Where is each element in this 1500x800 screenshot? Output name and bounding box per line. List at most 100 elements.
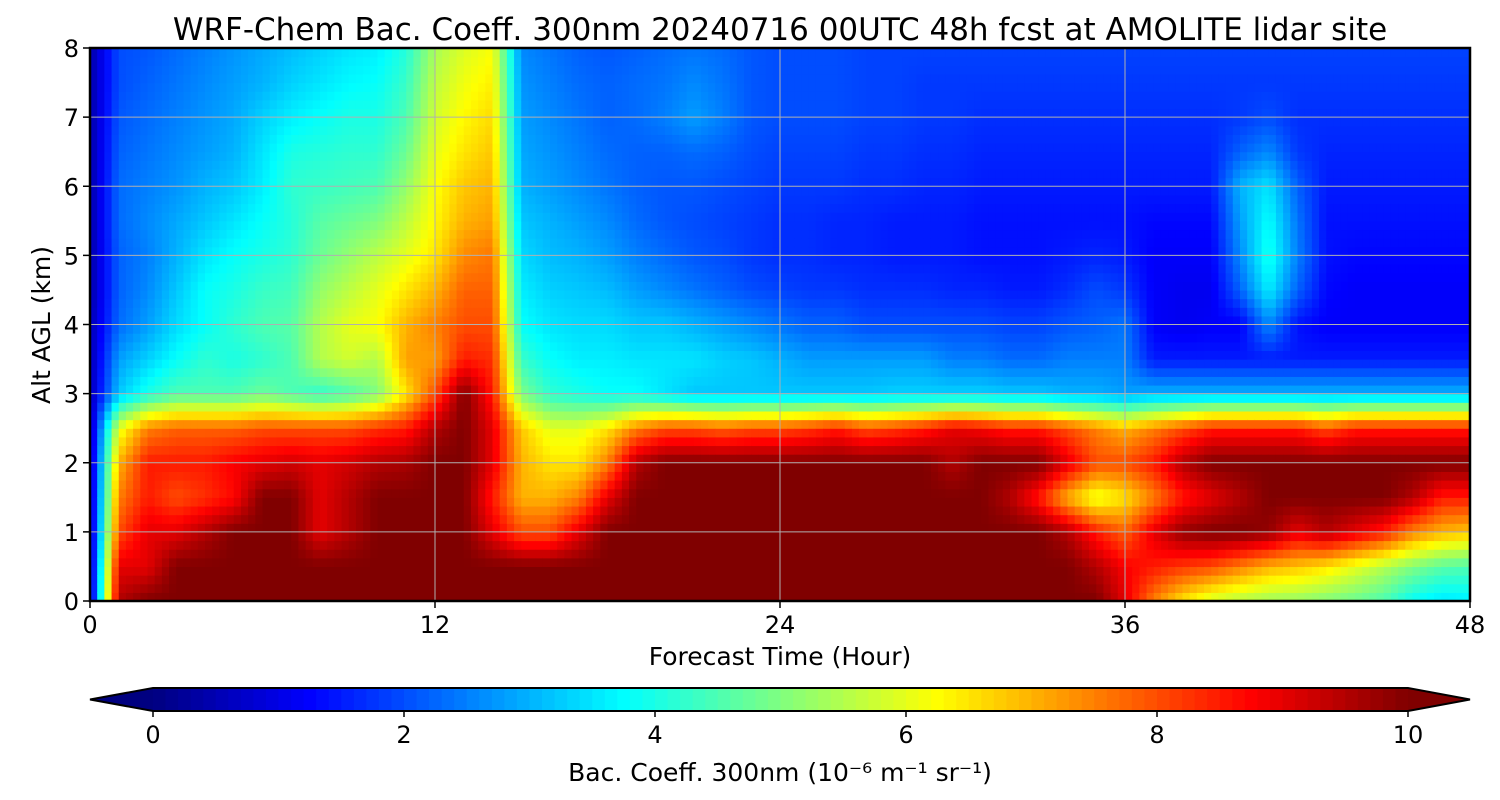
heatmap-cell: [327, 99, 335, 110]
heatmap-cell: [284, 410, 292, 421]
heatmap-cell: [140, 264, 149, 274]
heatmap-cell: [542, 99, 551, 110]
heatmap-cell: [269, 125, 278, 136]
heatmap-cell: [90, 56, 98, 66]
heatmap-cell: [226, 307, 235, 317]
heatmap-cell: [370, 307, 379, 317]
heatmap-cell: [621, 307, 630, 317]
heatmap-cell: [197, 117, 206, 127]
heatmap-cell: [312, 194, 321, 205]
heatmap-cell: [111, 315, 120, 326]
heatmap-cell: [478, 497, 486, 507]
heatmap-cell: [341, 220, 350, 231]
heatmap-cell: [312, 238, 321, 248]
heatmap-cell: [528, 359, 537, 369]
heatmap-cell: [521, 255, 530, 265]
heatmap-cell: [190, 419, 199, 429]
heatmap-cell: [621, 462, 630, 472]
heatmap-cell: [334, 108, 343, 118]
heatmap-cell: [377, 566, 386, 576]
heatmap-cell: [370, 436, 379, 447]
heatmap-cell: [377, 462, 386, 472]
heatmap-cell: [607, 255, 616, 265]
heatmap-cell: [305, 289, 314, 300]
heatmap-cell: [470, 488, 479, 498]
heatmap-cell: [514, 307, 522, 317]
heatmap-cell: [205, 583, 213, 593]
heatmap-cell: [305, 480, 314, 490]
heatmap-cell: [528, 48, 537, 58]
heatmap-cell: [470, 376, 479, 386]
heatmap-cell: [578, 229, 587, 239]
heatmap-cell: [614, 592, 623, 601]
heatmap-cell: [384, 471, 393, 481]
heatmap-cell: [521, 194, 530, 205]
heatmap-cell: [463, 315, 472, 326]
heatmap-cell: [585, 177, 594, 187]
heatmap-cell: [478, 445, 486, 455]
heatmap-cell: [161, 557, 170, 568]
heatmap-cell: [578, 151, 587, 161]
heatmap-cell: [125, 203, 134, 213]
heatmap-cell: [485, 99, 494, 110]
heatmap-cell: [550, 367, 558, 377]
heatmap-cell: [499, 307, 508, 317]
heatmap-cell: [506, 168, 515, 179]
heatmap-cell: [643, 315, 652, 326]
heatmap-cell: [169, 281, 177, 291]
heatmap-cell: [269, 99, 278, 110]
heatmap-cell: [320, 168, 328, 179]
heatmap-cell: [226, 125, 235, 136]
heatmap-cell: [176, 117, 185, 127]
heatmap-cell: [370, 514, 379, 524]
heatmap-cell: [248, 255, 256, 265]
heatmap-cell: [485, 531, 494, 542]
heatmap-cell: [435, 108, 443, 118]
heatmap-cell: [399, 56, 407, 66]
heatmap-cell: [111, 359, 120, 369]
heatmap-cell: [456, 272, 465, 282]
heatmap-cell: [550, 186, 558, 196]
heatmap-cell: [298, 376, 307, 386]
heatmap-cell: [133, 264, 141, 274]
heatmap-cell: [600, 575, 609, 585]
heatmap-cell: [470, 505, 479, 516]
heatmap-cell: [593, 91, 601, 101]
heatmap-cell: [564, 65, 573, 75]
heatmap-cell: [413, 238, 422, 248]
heatmap-cell: [97, 359, 105, 369]
heatmap-cell: [147, 540, 156, 550]
heatmap-cell: [233, 376, 242, 386]
heatmap-cell: [413, 436, 422, 447]
heatmap-cell: [197, 445, 206, 455]
heatmap-cell: [104, 246, 113, 256]
heatmap-cell: [240, 91, 249, 101]
heatmap-cell: [233, 384, 242, 395]
heatmap-cell: [205, 540, 213, 550]
heatmap-cell: [535, 488, 544, 498]
heatmap-cell: [219, 393, 228, 403]
heatmap-cell: [406, 514, 415, 524]
heatmap-cell: [190, 384, 199, 395]
heatmap-cell: [190, 540, 199, 550]
heatmap-cell: [514, 238, 522, 248]
heatmap-cell: [276, 281, 285, 291]
heatmap-cell: [456, 177, 465, 187]
heatmap-cell: [248, 56, 256, 66]
heatmap-cell: [205, 419, 213, 429]
heatmap-cell: [341, 436, 350, 447]
heatmap-cell: [312, 315, 321, 326]
heatmap-cell: [550, 246, 558, 256]
heatmap-cell: [636, 367, 645, 377]
heatmap-cell: [291, 108, 300, 118]
heatmap-cell: [528, 471, 537, 481]
heatmap-cell: [506, 367, 515, 377]
heatmap-cell: [233, 505, 242, 516]
heatmap-cell: [197, 557, 206, 568]
heatmap-cell: [485, 48, 494, 58]
heatmap-cell: [327, 436, 335, 447]
heatmap-cell: [327, 186, 335, 196]
heatmap-cell: [276, 540, 285, 550]
heatmap-cell: [521, 350, 530, 360]
heatmap-cell: [463, 99, 472, 110]
